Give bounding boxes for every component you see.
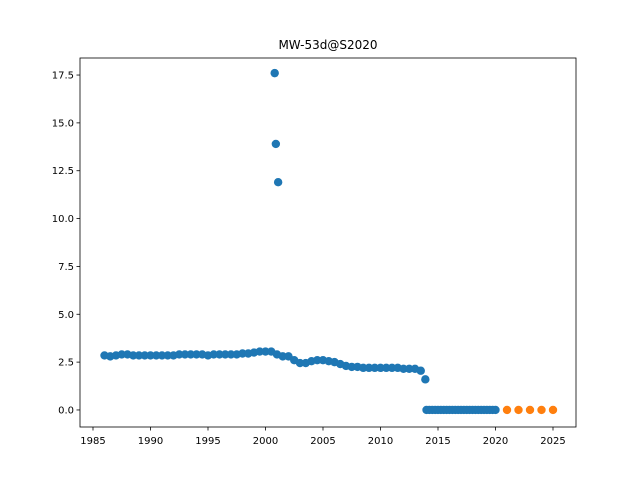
point — [405, 364, 414, 374]
chart-title: MW-53d@S2020 — [278, 38, 377, 52]
x-tick-label: 1985 — [80, 436, 105, 447]
point — [502, 405, 512, 415]
point — [273, 178, 283, 187]
point — [382, 363, 391, 373]
point — [370, 363, 379, 373]
point — [175, 350, 184, 359]
y-tick-label: 2.5 — [58, 358, 74, 369]
point — [221, 350, 230, 359]
point — [270, 68, 279, 78]
y-tick-label: 17.5 — [52, 71, 74, 82]
y-tick-label: 15.0 — [52, 118, 74, 129]
point — [376, 363, 385, 373]
point — [416, 366, 425, 375]
point — [313, 356, 322, 365]
x-tick-label: 1990 — [138, 436, 163, 447]
point — [209, 350, 218, 359]
point — [261, 347, 270, 356]
y-tick-label: 5.0 — [58, 310, 74, 321]
point — [215, 350, 224, 359]
y-tick-label: 10.0 — [52, 214, 74, 225]
point — [278, 352, 287, 361]
point — [238, 349, 247, 358]
point — [180, 350, 190, 359]
x-tick-label: 2010 — [368, 436, 393, 447]
x-tick-label: 1995 — [195, 436, 220, 447]
point — [387, 363, 397, 373]
point — [146, 351, 155, 360]
y-tick-label: 12.5 — [52, 166, 74, 177]
x-tick-label: 2000 — [253, 436, 278, 447]
point — [255, 347, 264, 356]
point — [525, 405, 535, 415]
point — [514, 405, 523, 415]
y-tick-label: 0.0 — [58, 405, 74, 416]
plot-frame — [79, 57, 577, 428]
point — [347, 362, 356, 372]
x-tick-label: 2015 — [425, 436, 450, 447]
x-tick-label: 2020 — [483, 436, 508, 447]
point — [192, 350, 201, 359]
point — [226, 350, 236, 359]
point — [421, 375, 430, 384]
point — [117, 350, 126, 359]
x-tick-label: 2025 — [540, 436, 565, 447]
point — [271, 139, 281, 149]
point — [491, 405, 500, 415]
point — [134, 351, 144, 360]
point — [186, 350, 195, 359]
point — [140, 351, 149, 360]
point — [548, 405, 558, 415]
point — [157, 351, 167, 360]
point — [359, 363, 368, 373]
point — [163, 351, 172, 360]
point — [537, 405, 546, 415]
point — [364, 363, 374, 373]
x-tick-label: 2005 — [310, 436, 335, 447]
point — [295, 358, 305, 368]
point — [152, 351, 161, 360]
point — [129, 351, 138, 360]
point — [399, 364, 408, 374]
y-tick-label: 7.5 — [58, 262, 74, 273]
